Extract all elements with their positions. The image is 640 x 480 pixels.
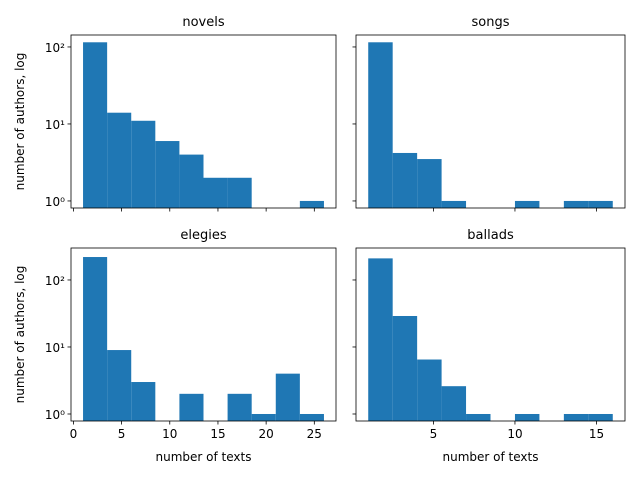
bar (251, 413, 276, 421)
x-axis-label: number of texts (443, 450, 539, 464)
y-axis-label: number of authors, log (13, 266, 27, 404)
bar (83, 257, 108, 421)
bar (275, 373, 300, 421)
bar (514, 200, 540, 208)
bar (299, 413, 324, 421)
bar (368, 258, 393, 421)
x-axis-label: number of texts (156, 450, 252, 464)
axes-frame (355, 247, 626, 422)
bar (155, 141, 180, 208)
bar (417, 359, 442, 421)
bar (299, 200, 324, 208)
bar (514, 413, 540, 421)
bar (563, 200, 589, 208)
bar (83, 42, 108, 209)
y-axis-label: number of authors, log (13, 53, 27, 191)
y-tick-label: 10² (45, 41, 65, 55)
bar (368, 42, 393, 209)
bar (107, 112, 132, 208)
y-tick-label: 10⁰ (45, 195, 65, 209)
y-tick-label: 10¹ (45, 118, 65, 132)
x-tick-label: 5 (430, 427, 438, 441)
y-tick-label: 10⁰ (45, 408, 65, 422)
bar (227, 177, 252, 208)
axes-frame (355, 34, 626, 209)
subplot-title: elegies (180, 228, 226, 243)
bar (131, 382, 156, 421)
x-tick-label: 15 (210, 427, 225, 441)
x-tick-label: 25 (307, 427, 322, 441)
x-tick-label: 15 (589, 427, 604, 441)
bar (203, 177, 228, 208)
subplot-title: novels (182, 15, 224, 30)
y-tick-label: 10¹ (45, 341, 65, 355)
x-tick-label: 10 (162, 427, 177, 441)
bar (131, 120, 156, 208)
bar (392, 315, 418, 421)
x-tick-label: 5 (118, 427, 126, 441)
bar (441, 386, 467, 421)
bar (179, 154, 204, 208)
subplot-title: ballads (467, 228, 514, 243)
bar (417, 159, 442, 208)
bar (392, 152, 418, 208)
x-tick-label: 0 (70, 427, 78, 441)
axes-frame (70, 247, 337, 422)
bar (107, 350, 132, 421)
bar (441, 200, 467, 208)
subplot-title: songs (472, 15, 510, 30)
bar (563, 413, 589, 421)
bar (466, 413, 491, 421)
x-tick-label: 10 (507, 427, 522, 441)
axes-frame (70, 34, 337, 209)
bar (179, 393, 204, 421)
x-tick-label: 20 (258, 427, 273, 441)
bar (227, 393, 252, 421)
bar (588, 200, 613, 208)
bar (588, 413, 613, 421)
y-tick-label: 10² (45, 274, 65, 288)
